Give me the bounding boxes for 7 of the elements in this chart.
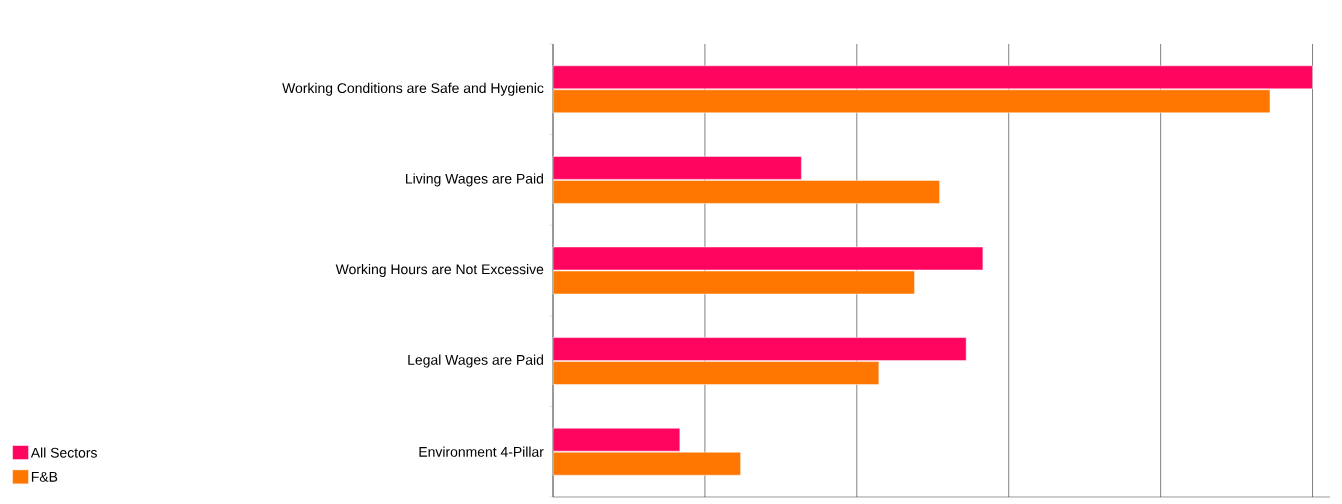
y-tick-label: Working Conditions are Safe and Hygienic [282, 82, 544, 96]
y-tick-label: Environment 4-Pillar [419, 446, 544, 457]
legend-label: F&B [31, 472, 58, 482]
y-tick-label: Working Hours are Not Excessive [335, 263, 544, 277]
y-tick-label: Living Wages are Paid [406, 173, 543, 187]
y-tick-label: Legal Wages are Paid [408, 354, 543, 368]
legend-label: All Sectors [30, 447, 97, 458]
